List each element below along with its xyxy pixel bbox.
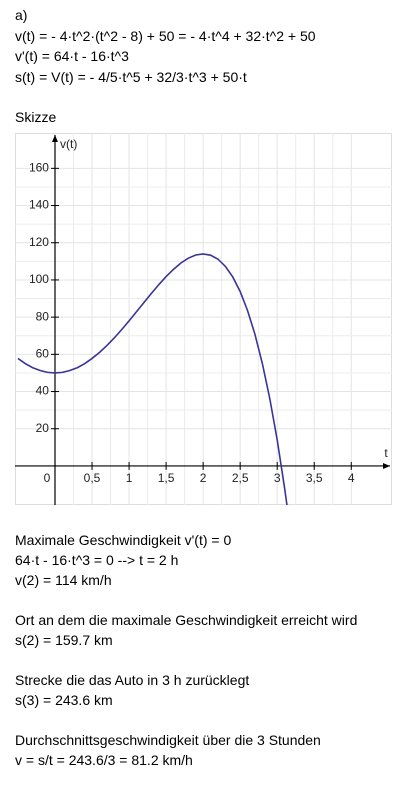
text-line: Maximale Geschwindigkeit v'(t) = 0	[15, 532, 232, 548]
equation: s(t) = V(t) = - 4/5·t^5 + 32/3·t^3 + 50·…	[15, 69, 247, 85]
y-axis-arrow	[51, 135, 58, 142]
sketch-label: Skizze	[15, 109, 57, 125]
x-tick-label: 3,5	[306, 471, 323, 485]
y-tick-label: 100	[29, 272, 49, 286]
text-line: Strecke die das Auto in 3 h zurücklegt	[15, 672, 250, 688]
y-tick-label: 120	[29, 235, 49, 249]
y-tick-label: 140	[29, 198, 49, 212]
text-line: v = s/t = 243.6/3 = 81.2 km/h	[15, 752, 193, 768]
x-tick-label: 2	[200, 471, 207, 485]
x-tick-label: 4	[348, 471, 355, 485]
text-line: s(2) = 159.7 km	[15, 632, 113, 648]
text-line: 64·t - 16·t^3 = 0 --> t = 2 h	[15, 552, 179, 568]
y-axis-label: v(t)	[60, 137, 77, 151]
chart: t v(t) 0 0,5 1 1,5 2 2,5 3 3,5 4 20 40 60 80 100 120 140 1…	[15, 133, 392, 505]
equation: v'(t) = 64·t - 16·t^3	[15, 48, 129, 64]
x-tick-label: 3	[274, 471, 281, 485]
y-tick-label: 40	[36, 384, 50, 398]
y-tick-label: 80	[36, 309, 50, 323]
equation: v(t) = - 4·t^2·(t^2 - 8) + 50 = - 4·t^4 …	[15, 28, 316, 44]
curve	[17, 253, 288, 505]
y-tick-label: 20	[36, 421, 50, 435]
text-line: v(2) = 114 km/h	[15, 572, 112, 588]
y-tick-label: 160	[29, 161, 49, 175]
x-tick-label: 1	[126, 471, 133, 485]
x-tick-label: 1,5	[158, 471, 175, 485]
text-line: Ort an dem die maximale Geschwindigkeit …	[15, 612, 358, 628]
x-tick-label: 0,5	[84, 471, 101, 485]
part-label: a)	[15, 7, 28, 23]
x-tick-label: 2,5	[232, 471, 249, 485]
x-tick-label: 0	[44, 471, 51, 485]
x-axis-arrow	[383, 462, 390, 469]
text-line: Durchschnittsgeschwindigkeit über die 3 …	[15, 732, 321, 748]
x-axis-label: t	[384, 446, 388, 460]
text-line: s(3) = 243.6 km	[15, 692, 113, 708]
y-tick-label: 60	[36, 347, 50, 361]
